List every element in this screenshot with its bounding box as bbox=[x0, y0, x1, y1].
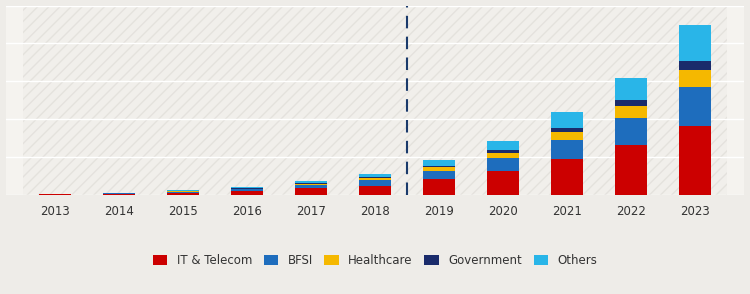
Bar bbox=[103, 193, 135, 194]
Bar bbox=[615, 118, 647, 146]
Bar bbox=[167, 191, 199, 192]
Bar bbox=[679, 61, 711, 70]
Bar bbox=[295, 188, 327, 195]
Bar bbox=[615, 100, 647, 106]
Bar bbox=[359, 186, 391, 195]
Bar bbox=[39, 194, 71, 195]
Bar bbox=[167, 192, 199, 193]
Bar bbox=[615, 106, 647, 118]
Bar bbox=[615, 78, 647, 100]
Bar bbox=[487, 171, 519, 195]
Bar bbox=[103, 194, 135, 195]
Bar bbox=[551, 159, 583, 195]
Bar bbox=[231, 188, 263, 189]
Bar bbox=[551, 128, 583, 132]
Bar bbox=[359, 173, 391, 177]
Legend: IT & Telecom, BFSI, Healthcare, Government, Others: IT & Telecom, BFSI, Healthcare, Governme… bbox=[148, 250, 602, 272]
Bar bbox=[231, 189, 263, 191]
Bar bbox=[615, 146, 647, 195]
Bar bbox=[423, 166, 455, 167]
Bar bbox=[487, 158, 519, 171]
Bar bbox=[487, 153, 519, 158]
Bar bbox=[295, 181, 327, 183]
Bar bbox=[231, 191, 263, 195]
Bar bbox=[359, 177, 391, 178]
Bar bbox=[295, 185, 327, 188]
Bar bbox=[295, 184, 327, 185]
Bar bbox=[167, 193, 199, 195]
Bar bbox=[679, 87, 711, 126]
Bar bbox=[359, 178, 391, 181]
Bar bbox=[551, 112, 583, 128]
Bar bbox=[423, 179, 455, 195]
Bar bbox=[423, 160, 455, 166]
Bar bbox=[487, 141, 519, 150]
Bar bbox=[295, 183, 327, 184]
Bar bbox=[423, 171, 455, 179]
Bar bbox=[423, 167, 455, 171]
Bar bbox=[551, 132, 583, 140]
Bar bbox=[359, 181, 391, 186]
Bar bbox=[231, 187, 263, 188]
Bar bbox=[487, 150, 519, 153]
Bar bbox=[679, 25, 711, 61]
Bar bbox=[167, 190, 199, 191]
Bar bbox=[679, 126, 711, 195]
Bar bbox=[679, 70, 711, 87]
Bar bbox=[551, 140, 583, 159]
